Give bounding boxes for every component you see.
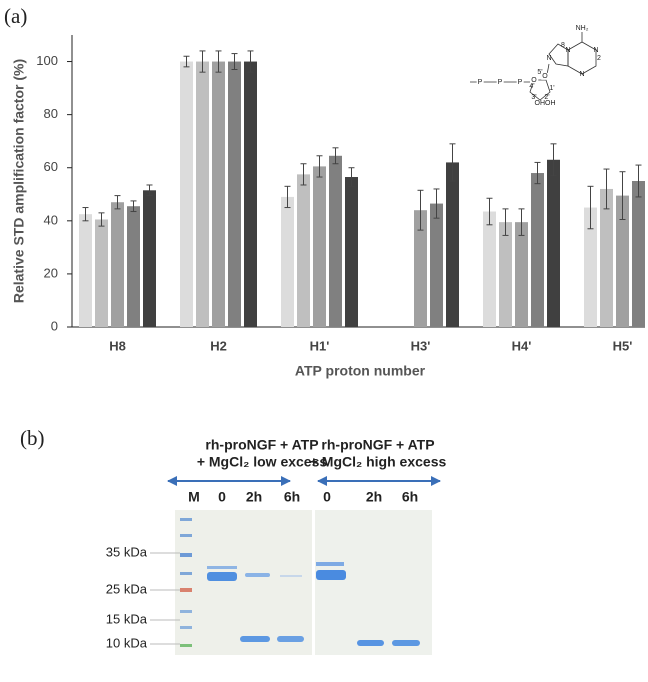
structure-label: P (498, 79, 503, 86)
group-label: rh-proNGF + ATP (321, 437, 434, 453)
x-tick-label: H8 (109, 338, 126, 353)
y-tick-label: 40 (44, 212, 58, 227)
bar (499, 222, 512, 327)
structure-label: NH₂ (576, 25, 589, 32)
bar (329, 156, 342, 327)
y-tick-label: 20 (44, 265, 58, 280)
group-label: rh-proNGF + ATP (205, 437, 318, 453)
bar (228, 62, 241, 327)
lane-label: 2h (246, 489, 262, 505)
structure-label: 4' (529, 83, 534, 90)
bar (600, 189, 613, 327)
bar (111, 202, 124, 327)
structure-label: OHOH (535, 100, 556, 107)
lane-label: 6h (284, 489, 300, 505)
bar (143, 190, 156, 327)
structure-label: 1' (549, 85, 554, 92)
structure-label: N (593, 47, 598, 54)
structure-label: N (546, 55, 551, 62)
structure-label: N (565, 47, 570, 54)
bar (531, 173, 544, 327)
x-tick-label: H5' (613, 338, 633, 353)
marker-label: 10 kDa (106, 635, 148, 650)
y-tick-label: 0 (51, 318, 58, 333)
y-axis-title: Relative STD amplification factor (%) (11, 59, 27, 303)
structure-label: 2 (597, 55, 601, 62)
y-tick-label: 80 (44, 106, 58, 121)
group-label: + MgCl₂ low excess (197, 454, 328, 470)
marker-label: 25 kDa (106, 581, 148, 596)
gel-image (315, 510, 432, 655)
y-tick-label: 100 (36, 53, 58, 68)
x-tick-label: H3' (411, 338, 431, 353)
bar (547, 160, 560, 327)
x-tick-label: H2 (210, 338, 227, 353)
structure-label: N (579, 71, 584, 78)
bar (297, 174, 310, 327)
bar (180, 62, 193, 327)
lane-label: M (188, 489, 200, 505)
structure-label: P (518, 79, 523, 86)
bar (127, 206, 140, 327)
bar (483, 212, 496, 327)
bar (212, 62, 225, 327)
bar (632, 181, 645, 327)
lane-label: 0 (218, 489, 226, 505)
x-tick-label: H1' (310, 338, 330, 353)
bar (446, 162, 459, 327)
panel-label: (a) (4, 4, 27, 28)
bar (313, 166, 326, 327)
panel-label: (b) (20, 426, 45, 450)
structure-label: P (478, 79, 483, 86)
figure: (a) Relative STD amplification factor (%… (0, 0, 648, 682)
lane-label: 2h (366, 489, 382, 505)
bar (430, 204, 443, 327)
marker-label: 35 kDa (106, 544, 148, 559)
gel-image (175, 510, 312, 655)
structure-label: 5' (537, 69, 542, 76)
group-label: + MgCl₂ high excess (310, 454, 447, 470)
bar (244, 62, 257, 327)
x-axis-title: ATP proton number (295, 363, 426, 379)
bar (95, 219, 108, 327)
structure-label: O (542, 73, 548, 80)
gel-panel: (b) rh-proNGF + ATP+ MgCl₂ low excessrh-… (20, 426, 446, 655)
bar (196, 62, 209, 327)
x-tick-label: H4' (512, 338, 532, 353)
bar (515, 222, 528, 327)
lane-label: 6h (402, 489, 418, 505)
marker-label: 15 kDa (106, 611, 148, 626)
bar (79, 214, 92, 327)
y-tick-label: 60 (44, 159, 58, 174)
bar (281, 197, 294, 327)
lane-label: 0 (323, 489, 331, 505)
bar (345, 177, 358, 327)
structure-label: 8 (561, 42, 565, 49)
